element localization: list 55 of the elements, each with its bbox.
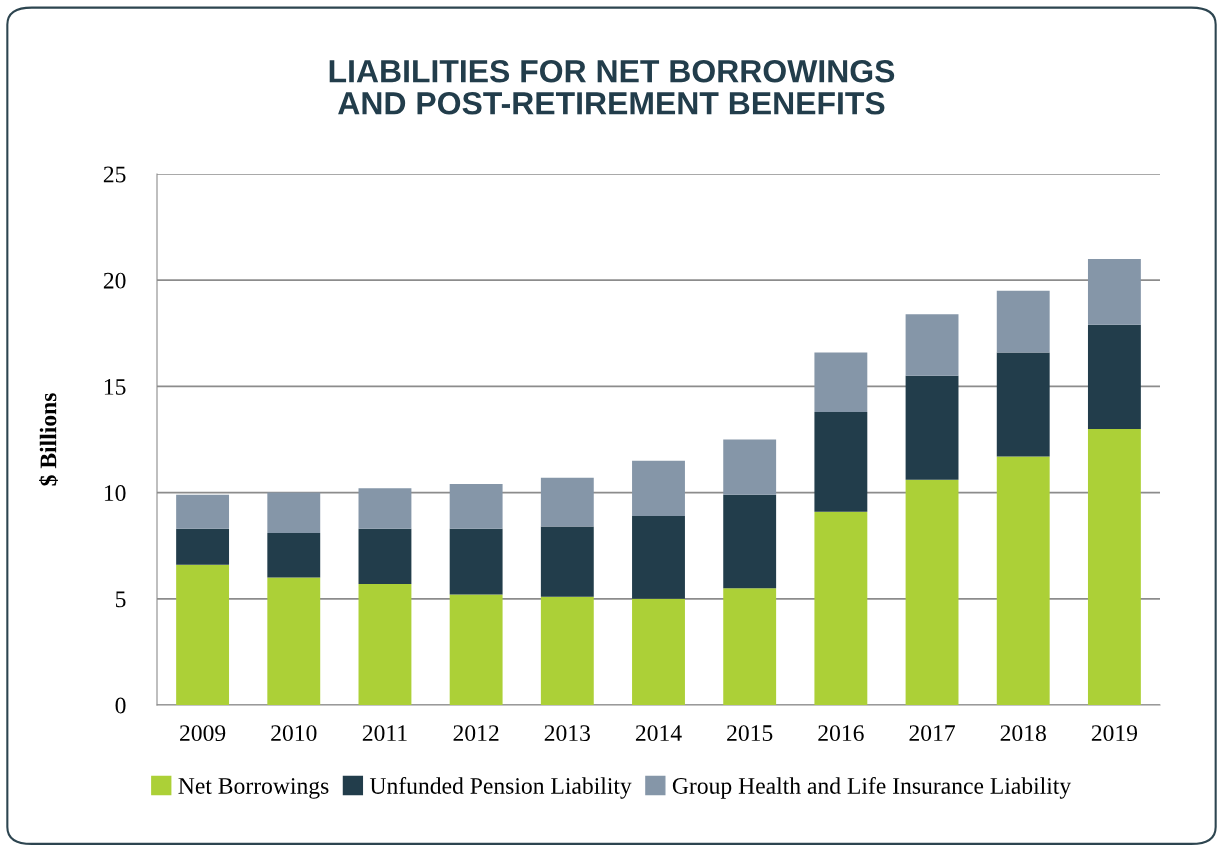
bar [267,577,321,705]
bar [176,528,230,565]
bar [814,352,868,412]
y-tick-label: 10 [104,485,126,502]
x-tick-label: 2013 [544,725,591,742]
legend-label: Group Health and Life Insurance Liability [672,777,1072,799]
bar [632,598,685,705]
bar [449,594,503,705]
chart-title: LIABILITIES FOR NET BORROWINGS AND POST-RETIREMENT BENEFITS [329,59,895,115]
bar [996,290,1050,353]
x-tick-label: 2019 [1091,725,1138,742]
bar [1087,258,1141,325]
y-tick-label: 0 [115,697,126,714]
x-tick-label: 2018 [1000,725,1046,742]
bar [632,460,685,516]
bar [905,375,959,480]
bar [905,314,959,376]
bar [540,526,594,597]
x-tick-label: 2017 [909,725,955,742]
bar [632,515,685,599]
y-tick-label: 25 [103,166,126,183]
x-tick-label: 2012 [453,725,499,742]
x-tick-label: 2015 [727,725,773,742]
bar [814,511,868,705]
bar [723,439,777,495]
x-tick-label: 2011 [362,725,407,742]
bar [540,596,594,705]
bar [905,479,959,705]
x-tick-label: 2009 [180,725,226,742]
bar [358,528,412,584]
legend-label: Net Borrowings [178,778,329,799]
bar [449,484,503,529]
x-tick-label: 2016 [818,725,864,742]
x-tick-label: 2010 [271,725,317,742]
bar [996,352,1050,457]
x-tick-label: 2014 [635,725,682,742]
bar [996,456,1050,705]
bar [723,494,777,589]
bar [1087,324,1141,429]
y-tick-label: 20 [103,272,126,289]
bar [1087,428,1141,705]
legend-label: Unfunded Pension Liability [369,777,632,799]
y-axis-title: $ Billions [39,393,58,486]
bar [358,488,412,529]
bar [176,494,230,529]
y-tick-label: 5 [116,591,126,608]
bar [449,528,503,595]
bar [267,532,321,578]
bar [358,583,412,705]
bar [176,564,230,705]
bar [723,588,777,705]
bar [814,411,868,512]
bar [267,492,321,533]
bar [540,477,594,527]
y-tick-label: 15 [104,379,126,395]
